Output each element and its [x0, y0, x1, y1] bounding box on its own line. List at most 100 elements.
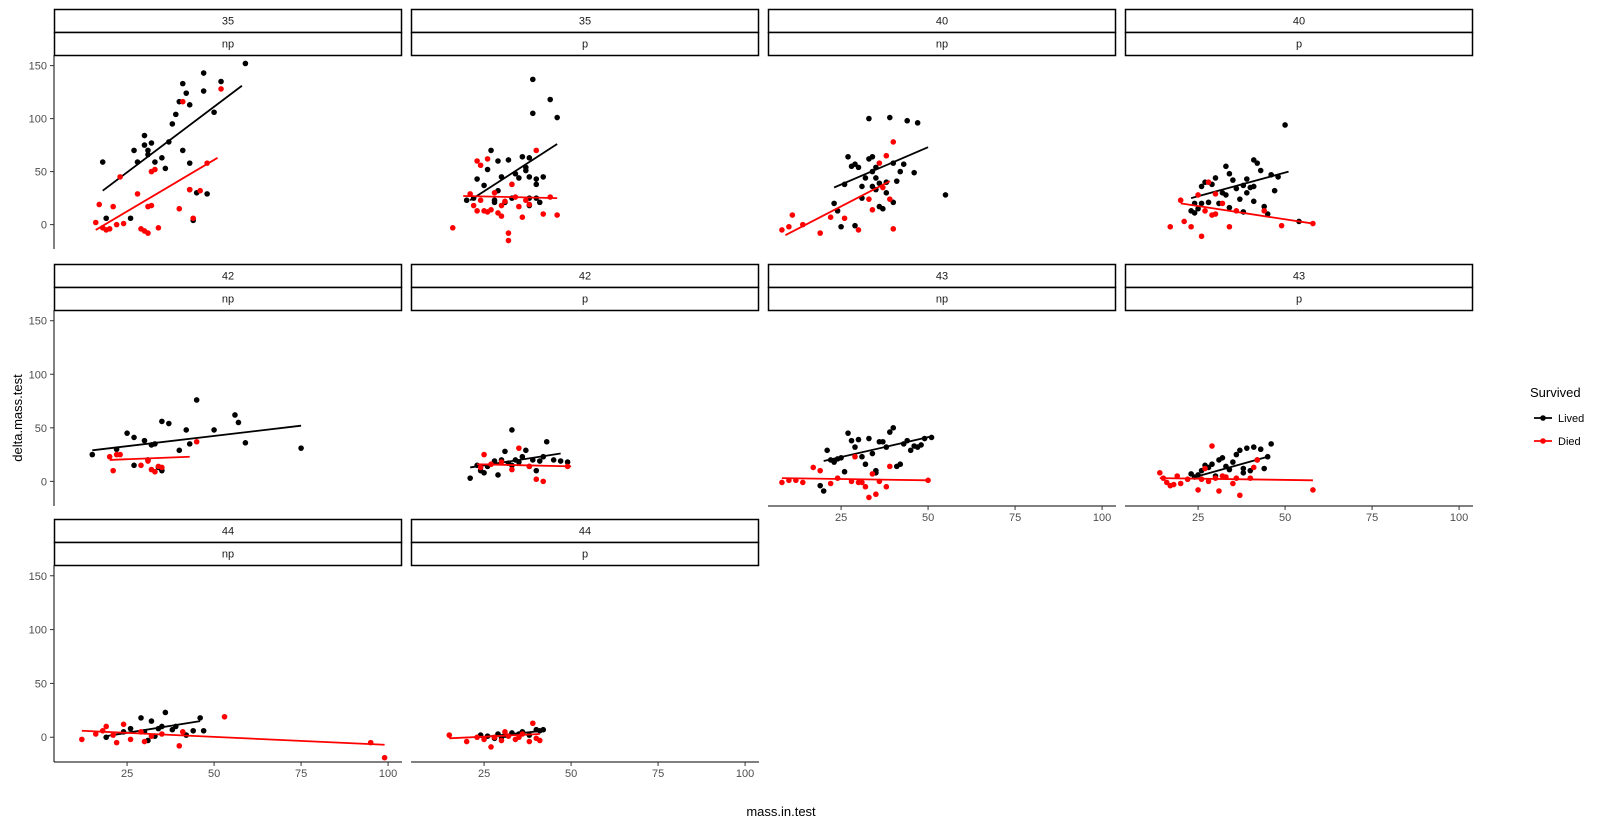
- data-point-died: [470, 202, 477, 209]
- data-point-lived: [530, 110, 536, 117]
- data-point-died: [477, 464, 484, 471]
- data-point-lived: [897, 168, 904, 175]
- fit-line-lived: [823, 435, 932, 462]
- data-point-died: [1230, 480, 1236, 487]
- data-point-lived: [141, 142, 148, 148]
- data-point-died: [800, 479, 806, 486]
- data-point-lived: [200, 70, 207, 76]
- data-point-died: [855, 227, 862, 233]
- data-point-lived: [942, 192, 949, 198]
- data-point-lived: [907, 447, 914, 454]
- data-point-died: [113, 221, 120, 228]
- x-tick-label: 50: [922, 512, 934, 524]
- data-point-lived: [564, 459, 571, 465]
- data-point-lived: [550, 457, 557, 463]
- data-point-lived: [173, 111, 179, 118]
- data-point-died: [106, 226, 113, 232]
- facet-panel: 40 np: [767, 8, 1117, 237]
- fit-line-died: [449, 733, 540, 740]
- data-point-died: [477, 197, 484, 204]
- data-point-lived: [186, 160, 193, 166]
- data-point-died: [176, 743, 183, 749]
- x-tick-label: 25: [121, 768, 133, 780]
- data-point-lived: [162, 165, 169, 172]
- x-axis-title: mass.in.test: [746, 804, 816, 819]
- data-point-died: [1219, 200, 1226, 207]
- data-point-lived: [848, 437, 855, 444]
- data-point-lived: [166, 420, 172, 427]
- facet-strip-group-box: [410, 541, 760, 567]
- data-point-died: [117, 174, 123, 180]
- data-point-died: [530, 720, 536, 727]
- data-point-died: [526, 738, 533, 745]
- data-point-died: [152, 166, 158, 173]
- data-point-lived: [1198, 200, 1205, 207]
- data-point-lived: [505, 157, 512, 163]
- data-point-died: [176, 205, 183, 212]
- data-point-lived: [543, 438, 550, 445]
- data-point-died: [186, 186, 193, 193]
- data-point-lived: [887, 429, 893, 435]
- y-tick-label: 50: [35, 678, 47, 690]
- data-point-lived: [488, 147, 494, 154]
- data-point-died: [523, 197, 529, 204]
- data-point-lived: [211, 109, 217, 116]
- data-point-died: [505, 230, 512, 236]
- fit-line-died: [781, 477, 929, 482]
- data-point-lived: [855, 436, 862, 443]
- data-point-lived: [141, 132, 148, 139]
- facet-panel: 44 np 0 50 100 150 25 50 75 100: [29, 518, 403, 780]
- data-point-lived: [242, 60, 249, 67]
- data-point-died: [1278, 222, 1285, 229]
- data-point-died: [779, 479, 785, 486]
- data-point-died: [474, 158, 480, 164]
- data-point-died: [789, 212, 796, 218]
- data-point-died: [852, 453, 858, 460]
- data-point-lived: [1226, 204, 1233, 211]
- data-point-lived: [1233, 185, 1240, 192]
- data-point-lived: [183, 427, 190, 433]
- data-point-lived: [1257, 167, 1264, 174]
- fit-line-died: [477, 463, 572, 468]
- facet-strip-group-box: [1124, 286, 1474, 312]
- data-point-lived: [1257, 446, 1264, 453]
- data-point-died: [883, 152, 890, 159]
- facet-strip-group-label: p: [1296, 294, 1302, 306]
- facet-panel: 43 np 25 50 75 100: [767, 263, 1117, 524]
- fit-line-died: [81, 729, 385, 746]
- data-point-lived: [232, 412, 238, 418]
- data-point-lived: [845, 430, 851, 436]
- data-point-lived: [859, 453, 865, 460]
- data-point-lived: [1250, 444, 1257, 450]
- data-point-died: [1261, 208, 1267, 214]
- data-point-lived: [1244, 190, 1250, 196]
- facet-strip-temperature-label: 43: [936, 271, 948, 283]
- data-point-died: [498, 737, 505, 744]
- data-point-lived: [1209, 461, 1215, 468]
- data-point-lived: [900, 161, 907, 167]
- legend: Survived Lived Died: [1530, 385, 1584, 448]
- data-point-lived: [1261, 203, 1267, 210]
- x-tick-label: 75: [1366, 512, 1378, 524]
- legend-key-lived-point: [1540, 415, 1546, 421]
- data-point-died: [481, 736, 487, 743]
- data-point-died: [817, 467, 823, 474]
- facet-strip-group-label: np: [222, 39, 234, 51]
- fit-line-lived: [102, 85, 243, 192]
- data-point-lived: [554, 114, 560, 121]
- data-point-died: [381, 754, 388, 761]
- data-point-lived: [1230, 459, 1236, 465]
- facet-strip-group-label: p: [582, 294, 588, 306]
- data-point-lived: [526, 174, 533, 180]
- x-tick-label: 25: [478, 768, 490, 780]
- y-tick-label: 0: [41, 476, 47, 488]
- data-point-died: [1198, 233, 1205, 240]
- fit-line-lived: [92, 424, 302, 452]
- y-tick-label: 100: [29, 625, 47, 637]
- facet-strip-group-box: [53, 31, 403, 57]
- data-point-died: [862, 483, 869, 490]
- fit-line-died: [1159, 477, 1313, 482]
- data-point-lived: [869, 153, 876, 160]
- data-point-died: [1212, 191, 1219, 197]
- data-point-died: [1202, 465, 1208, 472]
